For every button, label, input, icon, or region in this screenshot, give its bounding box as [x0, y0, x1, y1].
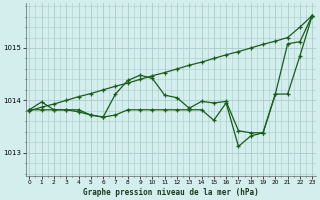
X-axis label: Graphe pression niveau de la mer (hPa): Graphe pression niveau de la mer (hPa) [83, 188, 259, 197]
